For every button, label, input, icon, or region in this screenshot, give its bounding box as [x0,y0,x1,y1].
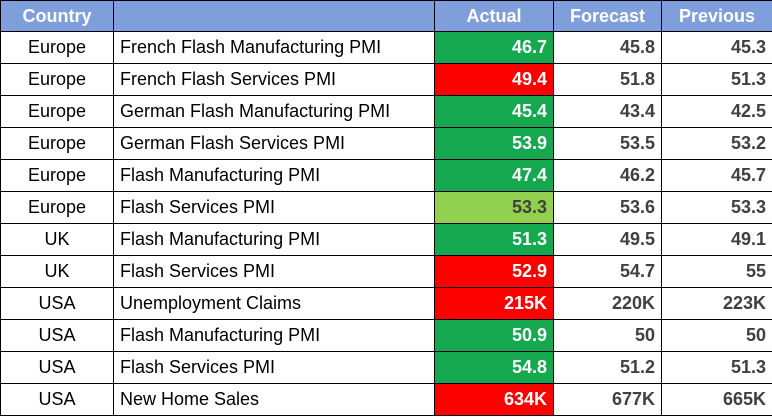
header-indicator [113,0,435,32]
indicator-cell: German Flash Services PMI [113,127,435,160]
forecast-cell: 220K [553,287,662,320]
table-row: Europe Flash Manufacturing PMI 47.4 46.2 45.… [0,159,772,192]
country-cell: Europe [0,95,114,128]
previous-cell: 53.3 [661,191,772,224]
indicator-cell: French Flash Manufacturing PMI [113,31,435,64]
actual-cell: 45.4 [434,95,554,128]
table-row: Europe Flash Services PMI 53.3 53.6 53.3 [0,191,772,224]
previous-cell: 50 [661,319,772,352]
forecast-cell: 45.8 [553,31,662,64]
actual-cell: 50.9 [434,319,554,352]
header-country: Country [0,0,114,32]
table-row: Europe German Flash Services PMI 53.9 53.5 5… [0,127,772,160]
forecast-cell: 53.6 [553,191,662,224]
actual-cell: 215K [434,287,554,320]
indicator-cell: Flash Services PMI [113,191,435,224]
header-previous: Previous [661,0,772,32]
previous-cell: 42.5 [661,95,772,128]
actual-cell: 49.4 [434,63,554,96]
indicator-cell: Flash Manufacturing PMI [113,159,435,192]
table-row: USA Flash Services PMI 54.8 51.2 51.3 [0,351,772,384]
table-row: Europe French Flash Manufacturing PMI 46.7… [0,31,772,64]
country-cell: USA [0,319,114,352]
actual-cell: 46.7 [434,31,554,64]
indicator-cell: Flash Services PMI [113,255,435,288]
previous-cell: 51.3 [661,351,772,384]
actual-cell: 53.9 [434,127,554,160]
actual-cell: 52.9 [434,255,554,288]
indicator-cell: French Flash Services PMI [113,63,435,96]
country-cell: USA [0,351,114,384]
table-body: Europe French Flash Manufacturing PMI 46.7… [0,31,772,416]
indicator-cell: Flash Manufacturing PMI [113,223,435,256]
table-row: Europe French Flash Services PMI 49.4 51.8 5… [0,63,772,96]
previous-cell: 223K [661,287,772,320]
actual-cell: 634K [434,383,554,416]
forecast-cell: 51.2 [553,351,662,384]
previous-cell: 49.1 [661,223,772,256]
country-cell: Europe [0,31,114,64]
header-row: Country Actual Forecast Previous [0,0,772,32]
country-cell: Europe [0,63,114,96]
country-cell: Europe [0,191,114,224]
indicator-cell: New Home Sales [113,383,435,416]
forecast-cell: 43.4 [553,95,662,128]
table-row: USA New Home Sales 634K 677K 665K [0,383,772,416]
country-cell: Europe [0,159,114,192]
actual-cell: 51.3 [434,223,554,256]
previous-cell: 665K [661,383,772,416]
country-cell: USA [0,287,114,320]
actual-cell: 53.3 [434,191,554,224]
forecast-cell: 50 [553,319,662,352]
indicator-cell: Flash Manufacturing PMI [113,319,435,352]
table-row: Europe German Flash Manufacturing PMI 45.4… [0,95,772,128]
table-row: UK Flash Services PMI 52.9 54.7 55 [0,255,772,288]
forecast-cell: 51.8 [553,63,662,96]
country-cell: Europe [0,127,114,160]
country-cell: UK [0,255,114,288]
previous-cell: 51.3 [661,63,772,96]
table-row: USA Flash Manufacturing PMI 50.9 50 50 [0,319,772,352]
previous-cell: 45.7 [661,159,772,192]
country-cell: UK [0,223,114,256]
header-actual: Actual [434,0,554,32]
actual-cell: 47.4 [434,159,554,192]
country-cell: USA [0,383,114,416]
previous-cell: 53.2 [661,127,772,160]
previous-cell: 55 [661,255,772,288]
forecast-cell: 54.7 [553,255,662,288]
table-row: UK Flash Manufacturing PMI 51.3 49.5 49.1 [0,223,772,256]
indicator-cell: Unemployment Claims [113,287,435,320]
indicator-cell: German Flash Manufacturing PMI [113,95,435,128]
table-row: USA Unemployment Claims 215K 220K 223K [0,287,772,320]
forecast-cell: 49.5 [553,223,662,256]
previous-cell: 45.3 [661,31,772,64]
forecast-cell: 677K [553,383,662,416]
actual-cell: 54.8 [434,351,554,384]
header-forecast: Forecast [553,0,662,32]
forecast-cell: 53.5 [553,127,662,160]
forecast-cell: 46.2 [553,159,662,192]
indicator-cell: Flash Services PMI [113,351,435,384]
